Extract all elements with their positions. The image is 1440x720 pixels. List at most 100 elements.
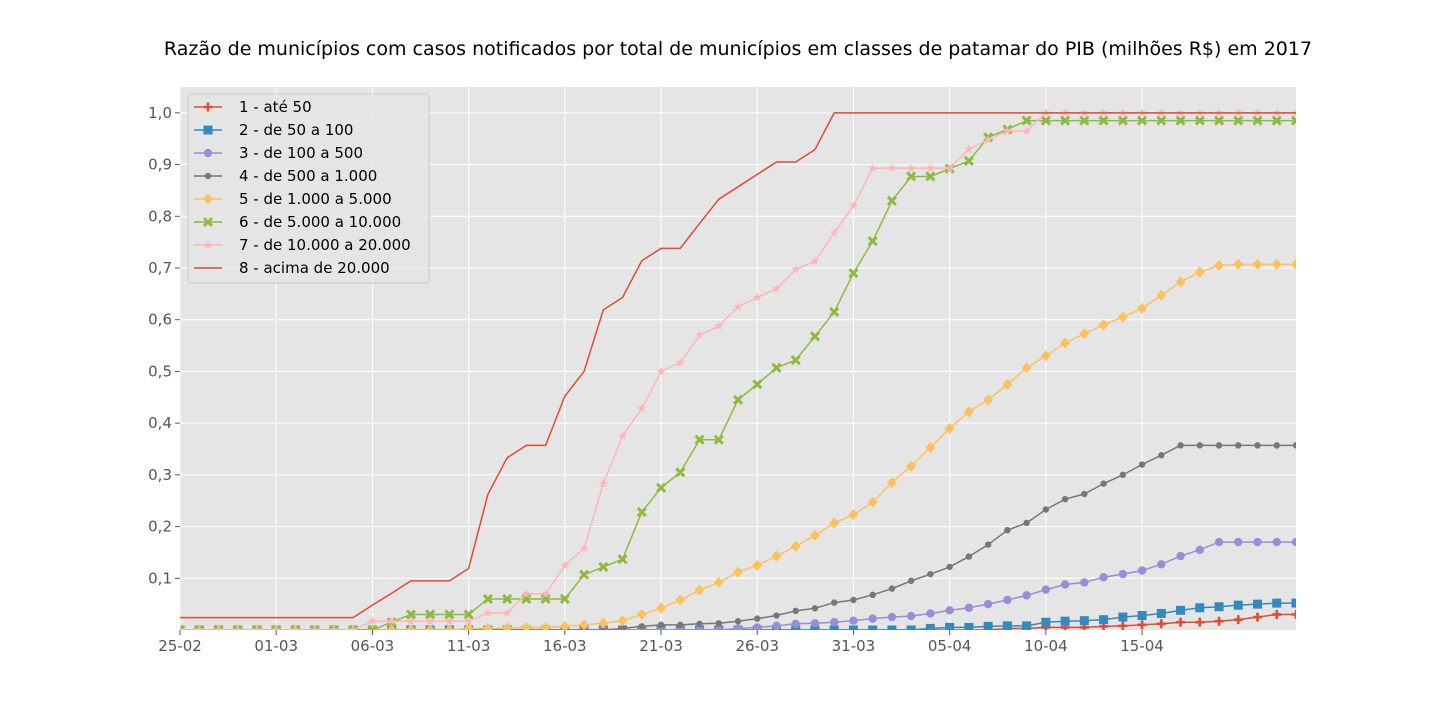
data-point: [367, 616, 377, 626]
data-point: [809, 331, 821, 342]
x-tick-label: 11-03: [447, 637, 491, 655]
data-point: [1272, 537, 1281, 547]
data-point: [848, 268, 859, 279]
series-line: [180, 613, 1296, 630]
legend-marker: [204, 172, 212, 180]
data-point: [1022, 591, 1031, 600]
data-point: [829, 517, 840, 529]
data-point: [886, 477, 897, 489]
legend-item: 7 - de 10.000 a 20.000: [194, 236, 411, 254]
data-point: [907, 577, 915, 585]
data-point: [463, 609, 474, 620]
data-point: [1156, 608, 1166, 618]
data-point: [1194, 266, 1205, 278]
data-point: [850, 596, 857, 604]
data-point: [444, 609, 455, 620]
data-point: [1022, 126, 1032, 135]
data-point: [946, 563, 953, 571]
data-point: [906, 611, 916, 621]
data-point: [502, 622, 513, 630]
y-tick-label: 0,5: [148, 362, 172, 380]
data-point: [1117, 115, 1128, 126]
data-point: [849, 616, 858, 625]
data-point: [598, 617, 609, 629]
data-point: [1195, 603, 1205, 613]
x-tick-label: 31-03: [832, 637, 876, 655]
data-point: [886, 195, 897, 206]
data-point: [1176, 605, 1186, 615]
data-point: [1117, 311, 1128, 323]
data-point: [482, 622, 493, 630]
series-line: [180, 112, 1296, 619]
data-point: [1272, 609, 1282, 619]
x-tick-label: 10-04: [1024, 637, 1068, 655]
data-point: [888, 585, 896, 592]
data-point: [675, 357, 685, 367]
data-point: [984, 541, 992, 548]
data-point: [386, 624, 397, 630]
data-point: [809, 529, 820, 541]
data-point: [1040, 115, 1051, 126]
data-point: [811, 605, 819, 612]
data-point: [1041, 585, 1051, 594]
data-point: [425, 616, 435, 626]
data-point: [194, 624, 205, 630]
data-point: [1100, 480, 1107, 487]
data-point: [1060, 115, 1071, 126]
data-point: [829, 625, 839, 630]
data-point: [559, 593, 570, 605]
legend-item: 2 - de 50 a 100: [194, 121, 353, 139]
data-point: [521, 621, 532, 630]
data-point: [733, 566, 743, 578]
y-tick-label: 0,6: [148, 311, 172, 329]
data-point: [1176, 617, 1186, 627]
data-point: [1004, 526, 1011, 534]
data-point: [271, 624, 282, 630]
data-point: [734, 618, 742, 625]
legend-label: 8 - acima de 20.000: [239, 259, 390, 277]
data-point: [1291, 537, 1296, 547]
data-point: [405, 624, 416, 630]
x-tick-label: 26-03: [735, 637, 779, 655]
data-point: [1079, 328, 1090, 340]
data-point: [983, 394, 994, 406]
data-point: [1060, 337, 1071, 349]
x-tick-label: 05-04: [928, 637, 972, 655]
data-point: [233, 625, 243, 630]
legend-marker: [202, 216, 214, 228]
data-point: [1060, 616, 1070, 626]
data-point: [1079, 616, 1089, 626]
data-point: [1176, 551, 1185, 561]
data-point: [180, 624, 186, 630]
data-point: [1177, 442, 1184, 449]
data-point: [1137, 302, 1148, 314]
legend-box: [187, 93, 430, 284]
legend-item: 6 - de 5.000 a 10.000: [194, 213, 401, 231]
data-point: [1233, 258, 1244, 270]
x-axis: 25-02 01-03 06-03 11-03 16-03 21-03 26-03 31-03…: [158, 630, 1164, 655]
data-point: [1157, 560, 1166, 569]
y-tick-label: 0,4: [148, 414, 172, 432]
legend-label: 6 - de 5.000 a 10.000: [239, 213, 401, 231]
data-point: [1291, 258, 1296, 270]
data-point: [502, 593, 513, 605]
data-point: [1021, 362, 1032, 374]
data-point: [1253, 537, 1262, 547]
data-point: [213, 624, 224, 630]
data-point: [695, 625, 704, 630]
data-point: [180, 625, 185, 630]
data-point: [1158, 452, 1165, 459]
data-point: [925, 441, 936, 453]
data-point: [1235, 442, 1242, 449]
data-point: [752, 379, 763, 390]
data-point: [927, 570, 934, 578]
data-point: [1098, 115, 1109, 126]
x-tick-label: 16-03: [543, 637, 587, 655]
data-point: [559, 620, 570, 630]
data-point: [348, 625, 358, 630]
data-point: [1137, 115, 1148, 126]
data-point: [696, 620, 703, 627]
data-point: [1002, 621, 1012, 630]
data-point: [733, 301, 743, 311]
